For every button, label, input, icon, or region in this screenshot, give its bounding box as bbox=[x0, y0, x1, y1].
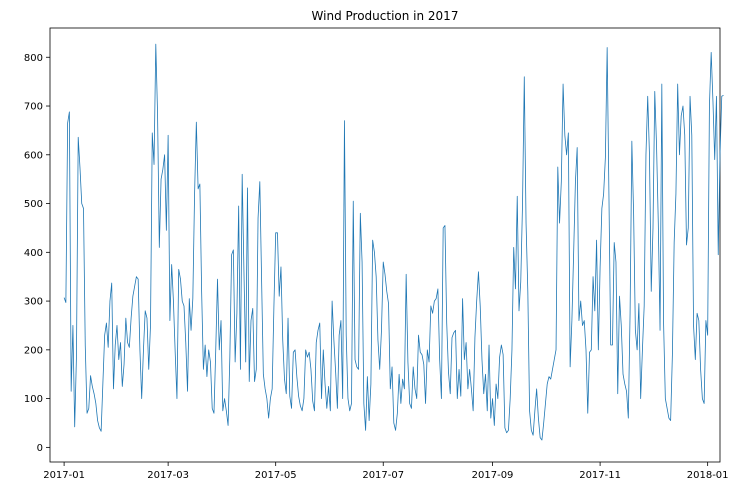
y-tick-label: 0 bbox=[37, 443, 43, 454]
y-tick-label: 600 bbox=[24, 150, 43, 161]
x-tick-label: 2017-11 bbox=[579, 470, 621, 481]
x-tick-label: 2017-07 bbox=[362, 470, 404, 481]
wind-production-line bbox=[63, 43, 724, 441]
y-tick-label: 200 bbox=[24, 345, 43, 356]
y-axis: 0 100 200 300 400 500 600 700 800 bbox=[24, 53, 50, 454]
y-tick-label: 100 bbox=[24, 394, 43, 405]
x-tick-label: 2017-03 bbox=[147, 470, 189, 481]
y-tick-label: 500 bbox=[24, 199, 43, 210]
x-tick-label: 2017-01 bbox=[43, 470, 85, 481]
y-tick-label: 800 bbox=[24, 53, 43, 64]
plot-frame bbox=[49, 27, 721, 463]
chart-title: Wind Production in 2017 bbox=[312, 9, 459, 23]
x-axis: 2017-01 2017-03 2017-05 2017-07 2017-09 2017-… bbox=[43, 462, 729, 481]
y-tick-label: 400 bbox=[24, 248, 43, 259]
plot-area: 0 100 200 300 400 500 600 700 800 2017-01 2017-03… bbox=[24, 27, 729, 481]
y-tick-label: 300 bbox=[24, 297, 43, 308]
x-tick-label: 2018-01 bbox=[687, 470, 729, 481]
y-tick-label: 700 bbox=[24, 102, 43, 113]
x-tick-label: 2017-09 bbox=[472, 470, 514, 481]
x-tick-label: 2017-05 bbox=[255, 470, 297, 481]
